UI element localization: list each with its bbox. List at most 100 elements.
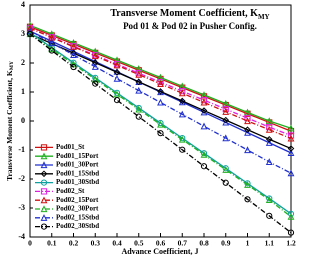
marker: [200, 122, 208, 130]
x-tick-label: 0.4: [112, 239, 122, 248]
y-tick-label: 4: [21, 0, 25, 9]
marker: [265, 158, 273, 165]
chart-title: Transverse Moment Coefficient, KMY: [110, 8, 269, 20]
marker: [92, 80, 99, 87]
marker: [222, 134, 230, 142]
x-tick-label: 0.3: [91, 239, 101, 248]
marker: [178, 97, 186, 105]
chart-subtitle: Pod 01 & Pod 02 in Pusher Config.: [123, 21, 257, 31]
title-text: Transverse Moment Coefficient, K: [110, 8, 258, 19]
x-axis-label: Advance Coefficient, J: [121, 247, 198, 256]
marker: [91, 59, 99, 67]
legend-label: Pod01_St: [56, 143, 85, 151]
marker: [222, 179, 229, 186]
marker: [70, 38, 77, 46]
marker: [157, 80, 164, 87]
marker: [200, 98, 208, 106]
title-subscript: MY: [258, 13, 270, 21]
y-tick-label: 0: [21, 116, 25, 125]
legend-marker: [40, 179, 48, 186]
marker: [135, 104, 142, 112]
marker: [265, 196, 273, 203]
marker: [200, 163, 208, 170]
y-tick-label: -2: [18, 174, 25, 183]
marker: [91, 63, 99, 70]
x-tick-label: 0.6: [156, 239, 166, 248]
legend-label: Pod02_15Stbd: [56, 213, 99, 221]
marker: [287, 145, 295, 152]
marker: [113, 61, 121, 69]
marker: [266, 195, 273, 202]
y-tick-label: 2: [21, 58, 25, 67]
y-tick-label: -3: [18, 203, 25, 212]
marker: [244, 115, 251, 122]
marker: [70, 43, 77, 50]
marker: [70, 63, 77, 71]
marker: [135, 70, 143, 78]
y-axis-label: Transverse Moment Coefficient, KMY: [5, 61, 16, 181]
marker: [135, 86, 143, 94]
marker: [265, 135, 273, 143]
legend-label: Pod01_30Stbd: [56, 178, 99, 186]
marker: [179, 146, 186, 153]
marker: [244, 196, 251, 203]
marker: [26, 27, 34, 35]
marker: [70, 49, 77, 57]
y-tick-label: 3: [21, 29, 25, 38]
marker: [222, 165, 229, 172]
ylabel-subscript: MY: [9, 61, 15, 70]
legend-label: Pod01_30Port: [56, 161, 99, 169]
legend-label: Pod02_St: [56, 187, 85, 195]
legend-marker: [40, 223, 48, 230]
legend-marker: [40, 152, 48, 160]
marker: [287, 169, 295, 177]
marker: [265, 125, 273, 133]
marker: [157, 130, 164, 137]
marker: [26, 30, 34, 38]
legend-label: Pod01_15Port: [56, 152, 99, 160]
marker: [287, 134, 295, 142]
chart: Transverse Moment Coefficient, KMY Pod 0…: [5, 0, 296, 256]
legend-marker: [40, 161, 48, 169]
x-tick-label: 0.1: [47, 239, 57, 248]
marker: [48, 47, 55, 54]
x-tick-label: 0: [28, 239, 32, 248]
marker: [178, 110, 186, 118]
y-tick-label: -1: [18, 145, 25, 154]
marker: [266, 212, 273, 219]
marker: [178, 89, 186, 97]
marker: [157, 119, 164, 127]
legend-label: Pod02_30Port: [56, 205, 99, 213]
marker: [135, 70, 142, 77]
series-line: [29, 33, 292, 150]
marker: [178, 135, 186, 143]
marker: [92, 74, 99, 81]
marker: [222, 116, 230, 124]
marker: [265, 139, 273, 146]
marker: [113, 68, 121, 76]
x-tick-label: 1.1: [265, 239, 275, 248]
marker: [113, 74, 121, 82]
marker: [157, 79, 164, 86]
series-line: [29, 30, 292, 174]
marker: [157, 120, 164, 128]
x-tick-label: 0.9: [221, 239, 231, 248]
marker: [222, 166, 230, 173]
series-line: [29, 32, 292, 215]
legend-marker: [40, 214, 48, 221]
x-tick-label: 0.5: [134, 239, 144, 248]
marker: [91, 75, 99, 83]
marker: [135, 105, 143, 113]
marker: [244, 108, 251, 116]
marker: [287, 210, 295, 217]
y-tick-label: -4: [18, 232, 25, 241]
marker: [265, 117, 273, 125]
marker: [48, 45, 56, 53]
marker: [244, 128, 251, 136]
legend-marker: [40, 144, 48, 151]
series-line: [29, 26, 292, 132]
series-line: [29, 27, 292, 140]
legend-label: Pod01_15Stbd: [56, 169, 99, 177]
marker: [113, 97, 121, 104]
x-tick-label: 0.7: [178, 239, 188, 248]
